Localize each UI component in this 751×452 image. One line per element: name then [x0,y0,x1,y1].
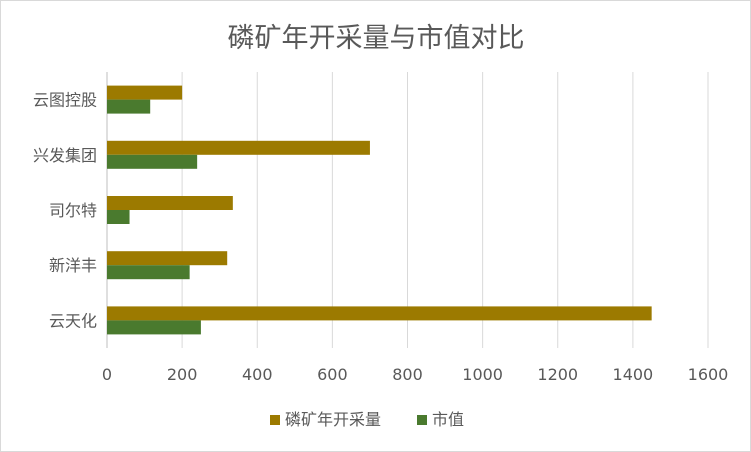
x-tick-label: 800 [392,365,423,384]
legend-swatch [417,415,427,425]
category-label: 司尔特 [49,201,97,220]
x-tick-label: 1000 [462,365,503,384]
category-label: 云天化 [49,311,97,330]
bar-mining [107,196,233,210]
bar-market-value [107,265,190,280]
chart-title: 磷矿年开采量与市值对比 [228,23,525,54]
axis-labels: 0 200 400 600 800 1000 1200 1400 1600 云图控股兴发集团司尔特… [33,91,728,384]
legend-label: 市值 [432,410,464,429]
bar-mining [107,140,370,155]
x-tick-label: 1400 [613,365,654,384]
category-label: 兴发集团 [33,146,97,165]
bar-market-value [107,99,151,114]
bar-market-value [107,154,198,169]
x-tick-label: 0 [102,365,112,384]
bar-market-value [107,320,201,335]
x-tick-label: 400 [242,365,273,384]
category-label: 新洋丰 [49,256,97,275]
category-label: 云图控股 [33,91,97,110]
x-tick-label: 1600 [688,365,729,384]
legend-swatch [270,415,280,425]
x-tick-label: 1200 [537,365,578,384]
x-tick-label: 200 [167,365,198,384]
bar-mining [107,251,228,266]
x-tick-label: 600 [317,365,348,384]
bar-mining [107,85,183,100]
bar-mining [107,306,652,321]
legend: 磷矿年开采量 市值 [270,410,464,429]
bar-market-value [107,210,130,224]
legend-label: 磷矿年开采量 [285,410,381,429]
bars [107,85,652,335]
